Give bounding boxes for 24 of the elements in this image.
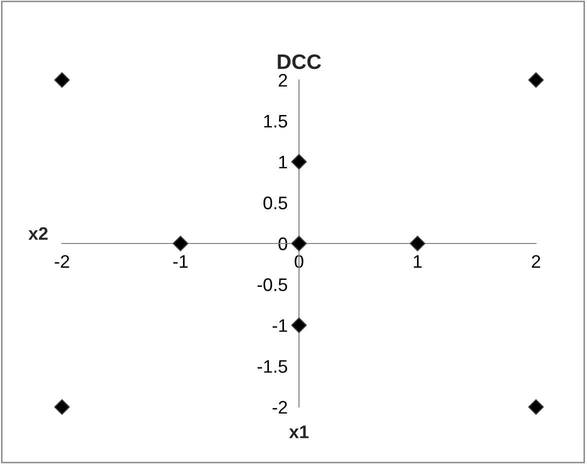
point	[172, 236, 188, 252]
y-tick-label: -0.5	[258, 278, 288, 292]
point	[54, 72, 70, 88]
y-tick-label: 0.5	[263, 196, 288, 210]
point	[54, 399, 70, 415]
y-tick-label: -2	[272, 400, 287, 414]
y-axis-title: x2	[28, 227, 48, 240]
point	[410, 236, 426, 252]
x-tick-label: -1	[173, 255, 188, 268]
chart-title: DCC	[278, 54, 321, 70]
y-tick-label: -1.5	[258, 360, 288, 373]
x-tick-label: 1	[414, 255, 422, 268]
point	[528, 72, 544, 88]
y-tick-label: -1	[272, 319, 288, 332]
y-tick-label: 2	[278, 74, 287, 87]
x-axis-title: x1	[289, 426, 309, 438]
point	[291, 154, 307, 170]
y-tick-label: 1	[279, 156, 288, 168]
x-tick-label: -2	[54, 255, 70, 268]
x-tick-label: 2	[532, 255, 540, 268]
point	[528, 399, 544, 415]
point	[291, 236, 307, 252]
y-tick-label: 1.5	[264, 114, 288, 128]
point	[291, 317, 307, 334]
